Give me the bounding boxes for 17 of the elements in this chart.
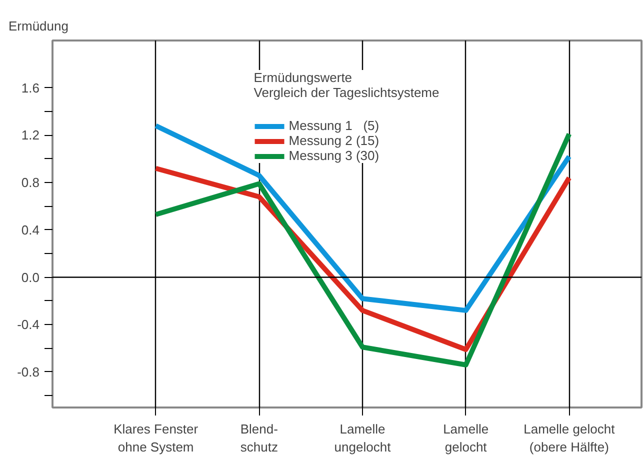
legend-title: Ermüdungswerte Vergleich der Tageslichtsysteme [254, 70, 440, 100]
y-tick-label: 1.2 [21, 128, 40, 143]
x-tick-label: Blend- schutz [240, 422, 278, 454]
y-axis-title: Ermüdung [8, 18, 68, 34]
legend-label: Messung 1 (5) [288, 118, 380, 133]
y-tick-label: 0.4 [21, 222, 40, 238]
legend-label: Messung 3 (30) [288, 148, 380, 163]
x-tick-label: Lamelle ungelocht [334, 422, 392, 454]
y-tick-label: 0.8 [21, 175, 40, 190]
x-tick-label: Klares Fenster ohne System [114, 422, 199, 454]
y-tick-label: 0.0 [21, 270, 40, 285]
x-tick-label: Lamelle gelocht (obere Hälfte) [524, 422, 616, 454]
x-tick-label: Lamelle gelocht [443, 422, 489, 454]
legend-label: Messung 2 (15) [288, 133, 380, 148]
y-tick-label: -0.4 [17, 317, 40, 332]
y-tick-label: -0.8 [17, 364, 40, 380]
y-tick-label: 1.6 [21, 80, 40, 96]
